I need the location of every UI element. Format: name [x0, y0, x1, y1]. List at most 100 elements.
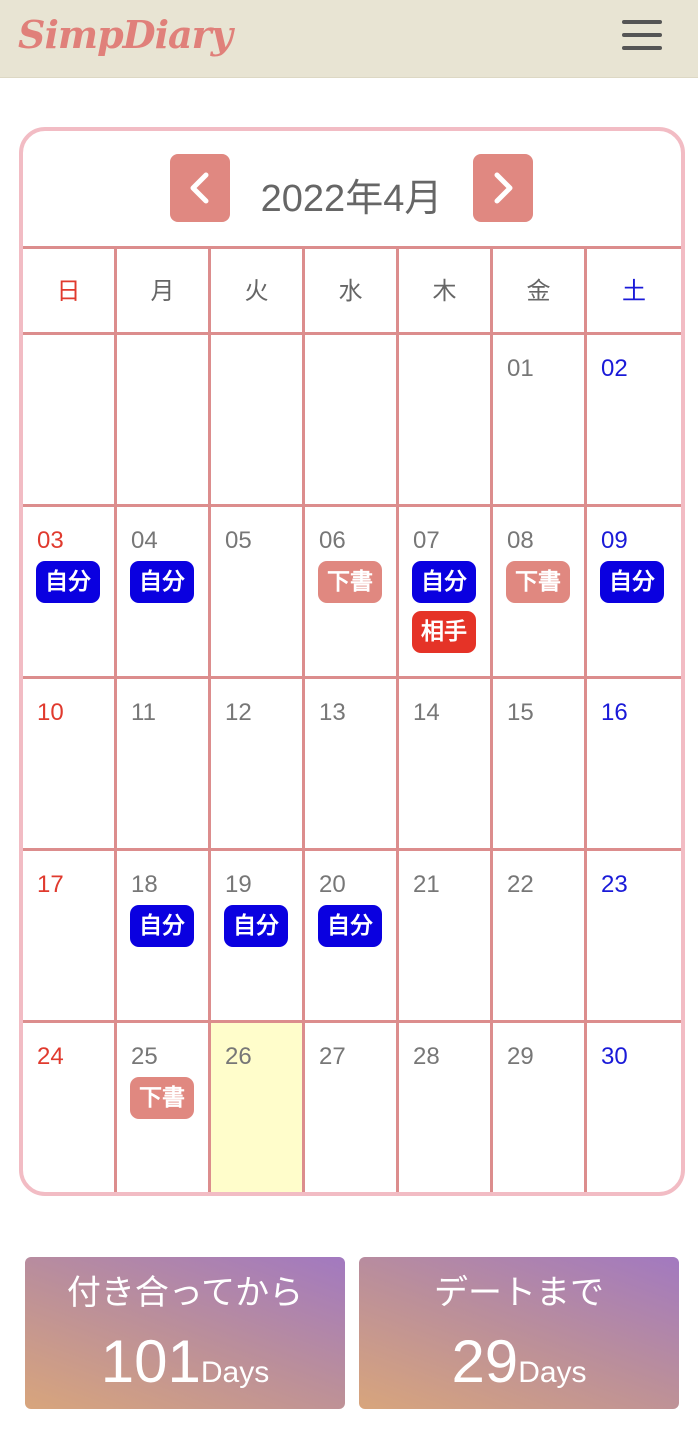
day-number: 29	[507, 1043, 534, 1070]
days-until-value-wrap: 29Days	[359, 1327, 679, 1396]
day-number: 05	[225, 527, 252, 554]
day-number: 07	[413, 527, 440, 554]
weekday-header: 月	[117, 249, 211, 332]
day-cell[interactable]: 23	[587, 851, 681, 1020]
entry-badge-partner[interactable]: 相手	[412, 611, 476, 653]
day-number: 15	[507, 699, 534, 726]
day-number: 10	[37, 699, 64, 726]
day-number: 02	[601, 355, 628, 382]
day-cell[interactable]: 03 自分	[23, 507, 117, 676]
day-cell[interactable]: 07 自分相手	[399, 507, 493, 676]
week-row: 17 18 自分 19 自分 20 自分 21 22 23	[23, 851, 681, 1023]
empty-day-cell	[211, 335, 305, 504]
day-cell[interactable]: 11	[117, 679, 211, 848]
app-logo[interactable]: SimpDiary	[18, 12, 233, 57]
weekday-header: 木	[399, 249, 493, 332]
menu-line	[622, 46, 662, 50]
week-row: 24 25 下書 26 27 28 29 30	[23, 1023, 681, 1192]
days-since-card: 付き合ってから 101Days	[25, 1257, 345, 1409]
days-since-title: 付き合ってから	[66, 1273, 304, 1313]
calendar-header: 2022年4月	[23, 131, 681, 247]
day-number: 30	[601, 1043, 628, 1070]
day-number: 24	[37, 1043, 64, 1070]
day-cell[interactable]: 02	[587, 335, 681, 504]
calendar: 2022年4月 日 月 火 水 木 金 土 01 02 03 自分 04 自分 05 06 下書…	[19, 127, 685, 1196]
days-since-value: 101	[100, 1328, 201, 1395]
day-number: 28	[413, 1043, 440, 1070]
day-cell[interactable]: 06 下書	[305, 507, 399, 676]
day-cell[interactable]: 15	[493, 679, 587, 848]
day-number: 25	[131, 1043, 158, 1070]
day-cell[interactable]: 05	[211, 507, 305, 676]
day-number: 27	[319, 1043, 346, 1070]
prev-month-button[interactable]	[170, 154, 230, 222]
day-number: 23	[601, 871, 628, 898]
week-row: 10 11 12 13 14 15 16	[23, 679, 681, 851]
entry-badge-draft[interactable]: 下書	[506, 561, 570, 603]
day-cell[interactable]: 08 下書	[493, 507, 587, 676]
month-title: 2022年4月	[260, 178, 443, 220]
entry-badge-self[interactable]: 自分	[130, 905, 194, 947]
day-number: 09	[601, 527, 628, 554]
empty-day-cell	[23, 335, 117, 504]
weekday-label-wed: 水	[338, 277, 363, 305]
week-row: 01 02	[23, 335, 681, 507]
empty-day-cell	[399, 335, 493, 504]
day-cell[interactable]: 14	[399, 679, 493, 848]
day-cell[interactable]: 12	[211, 679, 305, 848]
chevron-left-icon	[190, 172, 209, 204]
entry-badge-self[interactable]: 自分	[224, 905, 288, 947]
entry-badge-self[interactable]: 自分	[600, 561, 664, 603]
weekday-label-tue: 火	[244, 277, 269, 305]
day-number: 18	[131, 871, 158, 898]
day-cell[interactable]: 16	[587, 679, 681, 848]
weekday-header: 火	[211, 249, 305, 332]
weekday-label-sun: 日	[56, 277, 81, 305]
empty-day-cell	[305, 335, 399, 504]
day-cell[interactable]: 10	[23, 679, 117, 848]
day-number: 13	[319, 699, 346, 726]
weekday-header: 土	[587, 249, 681, 332]
entry-badge-draft[interactable]: 下書	[130, 1077, 194, 1119]
next-month-button[interactable]	[473, 154, 533, 222]
day-number: 14	[413, 699, 440, 726]
day-number: 16	[601, 699, 628, 726]
empty-day-cell	[117, 335, 211, 504]
day-cell[interactable]: 21	[399, 851, 493, 1020]
entry-badge-self[interactable]: 自分	[36, 561, 100, 603]
day-cell[interactable]: 17	[23, 851, 117, 1020]
day-cell[interactable]: 30	[587, 1023, 681, 1192]
day-cell[interactable]: 27	[305, 1023, 399, 1192]
weekday-row: 日 月 火 水 木 金 土	[23, 249, 681, 335]
weekday-header: 金	[493, 249, 587, 332]
chevron-right-icon	[494, 172, 513, 204]
day-cell[interactable]: 29	[493, 1023, 587, 1192]
day-cell[interactable]: 24	[23, 1023, 117, 1192]
entry-badge-self[interactable]: 自分	[130, 561, 194, 603]
day-cell[interactable]: 25 下書	[117, 1023, 211, 1192]
day-number: 08	[507, 527, 534, 554]
day-cell[interactable]: 18 自分	[117, 851, 211, 1020]
day-cell[interactable]: 09 自分	[587, 507, 681, 676]
weekday-header: 水	[305, 249, 399, 332]
day-cell[interactable]: 19 自分	[211, 851, 305, 1020]
day-number: 17	[37, 871, 64, 898]
hamburger-icon[interactable]	[620, 18, 664, 54]
day-number: 03	[37, 527, 64, 554]
day-number: 11	[131, 699, 156, 726]
day-cell[interactable]: 01	[493, 335, 587, 504]
days-until-unit: Days	[518, 1356, 587, 1389]
day-cell[interactable]: 13	[305, 679, 399, 848]
day-cell[interactable]: 28	[399, 1023, 493, 1192]
day-cell[interactable]: 26	[211, 1023, 305, 1192]
day-number: 21	[413, 871, 440, 898]
day-cell[interactable]: 04 自分	[117, 507, 211, 676]
day-cell[interactable]: 20 自分	[305, 851, 399, 1020]
menu-line	[622, 20, 662, 24]
day-number: 19	[225, 871, 252, 898]
day-cell[interactable]: 22	[493, 851, 587, 1020]
entry-badge-self[interactable]: 自分	[412, 561, 476, 603]
entry-badge-draft[interactable]: 下書	[318, 561, 382, 603]
app-header: SimpDiary	[0, 0, 698, 78]
entry-badge-self[interactable]: 自分	[318, 905, 382, 947]
